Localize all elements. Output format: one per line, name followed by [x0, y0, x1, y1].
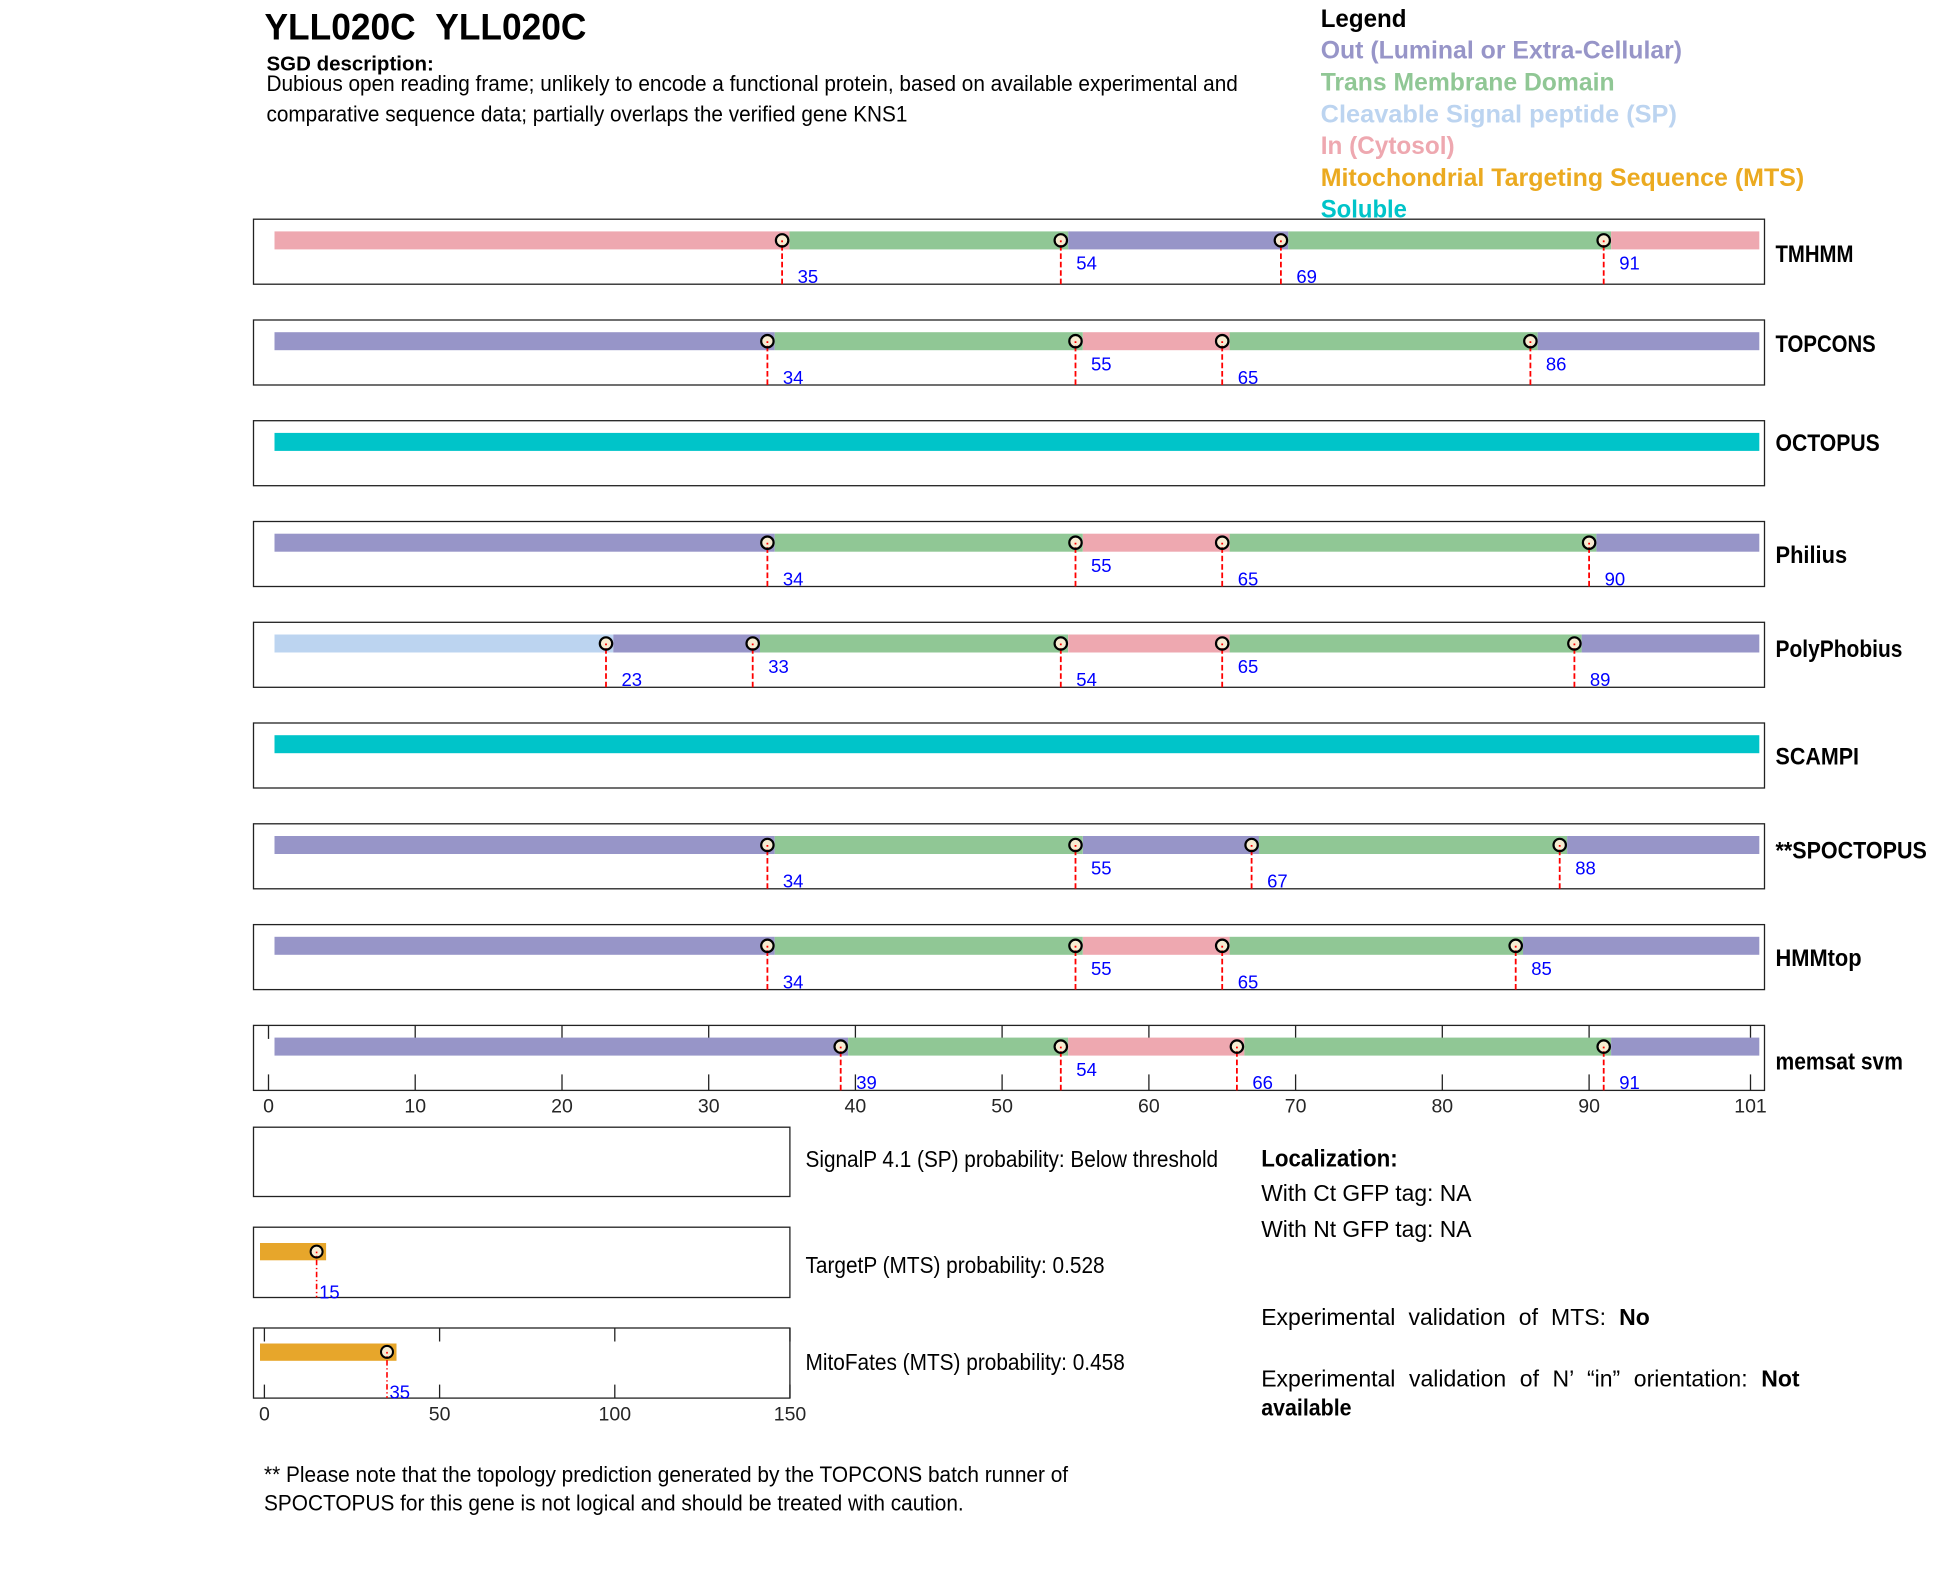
svg-text:100: 100: [599, 1403, 632, 1425]
svg-text:39: 39: [856, 1072, 877, 1093]
svg-text:80: 80: [1431, 1095, 1453, 1117]
svg-text:Out (Luminal or Extra-Cellular: Out (Luminal or Extra-Cellular): [1321, 37, 1682, 65]
svg-text:0: 0: [259, 1403, 270, 1425]
svg-text:34: 34: [783, 871, 804, 892]
svg-text:55: 55: [1091, 857, 1112, 878]
svg-text:86: 86: [1546, 354, 1567, 375]
svg-text:TOPCONS: TOPCONS: [1776, 331, 1876, 358]
svg-text:70: 70: [1285, 1095, 1307, 1117]
svg-text:SPOCTOPUS for this gene is not: SPOCTOPUS for this gene is not logical a…: [264, 1490, 964, 1515]
svg-text:Trans Membrane Domain: Trans Membrane Domain: [1321, 69, 1615, 97]
svg-text:55: 55: [1091, 555, 1112, 576]
svg-text:67: 67: [1267, 871, 1288, 892]
svg-text:54: 54: [1076, 253, 1097, 274]
svg-text:33: 33: [768, 656, 789, 677]
svg-text:65: 65: [1238, 971, 1259, 992]
svg-text:90: 90: [1605, 568, 1626, 589]
svg-text:90: 90: [1578, 1095, 1600, 1117]
svg-text:TMHMM: TMHMM: [1776, 241, 1854, 268]
svg-text:50: 50: [429, 1403, 451, 1425]
svg-text:35: 35: [390, 1382, 411, 1403]
svg-text:35: 35: [798, 266, 819, 287]
svg-text:SignalP 4.1 (SP) probability:: SignalP 4.1 (SP) probability: Below thre…: [806, 1146, 1219, 1172]
svg-text:SCAMPI: SCAMPI: [1776, 744, 1860, 771]
svg-text:Experimental validation of MTS: Experimental validation of MTS: No: [1261, 1304, 1650, 1330]
svg-text:88: 88: [1575, 857, 1596, 878]
svg-text:Cleavable Signal peptide (SP): Cleavable Signal peptide (SP): [1321, 100, 1677, 128]
svg-text:34: 34: [783, 568, 804, 589]
svg-text:91: 91: [1619, 1072, 1640, 1093]
svg-text:34: 34: [783, 367, 804, 388]
svg-text:HMMtop: HMMtop: [1776, 945, 1862, 972]
svg-text:65: 65: [1238, 568, 1259, 589]
svg-text:Experimental validation of N’: Experimental validation of N’ “in” orien…: [1261, 1366, 1800, 1392]
svg-text:Legend: Legend: [1321, 5, 1407, 33]
svg-text:Localization:: Localization:: [1261, 1146, 1398, 1173]
svg-text:150: 150: [774, 1403, 807, 1425]
svg-text:85: 85: [1531, 958, 1552, 979]
svg-text:20: 20: [551, 1095, 573, 1117]
svg-text:65: 65: [1238, 367, 1259, 388]
svg-text:SGD description:: SGD description:: [267, 53, 434, 76]
svg-text:91: 91: [1619, 253, 1640, 274]
svg-text:15: 15: [319, 1282, 340, 1303]
svg-text:23: 23: [622, 669, 643, 690]
svg-text:Philius: Philius: [1776, 542, 1848, 569]
svg-text:0: 0: [263, 1095, 274, 1117]
svg-text:101: 101: [1734, 1095, 1767, 1117]
svg-text:65: 65: [1238, 656, 1259, 677]
svg-text:34: 34: [783, 971, 804, 992]
svg-text:OCTOPUS: OCTOPUS: [1776, 430, 1880, 457]
svg-text:10: 10: [404, 1095, 426, 1117]
svg-text:40: 40: [845, 1095, 867, 1117]
svg-text:50: 50: [991, 1095, 1013, 1117]
svg-text:available: available: [1261, 1394, 1351, 1420]
svg-text:54: 54: [1076, 1059, 1097, 1080]
svg-text:PolyPhobius: PolyPhobius: [1776, 636, 1903, 663]
svg-text:With Ct GFP tag: NA: With Ct GFP tag: NA: [1261, 1180, 1472, 1206]
svg-text:30: 30: [698, 1095, 720, 1117]
svg-text:memsat svm: memsat svm: [1776, 1049, 1903, 1076]
svg-text:89: 89: [1590, 669, 1611, 690]
svg-text:54: 54: [1076, 669, 1097, 690]
svg-text:YLL020C YLL020C: YLL020C YLL020C: [265, 6, 587, 47]
svg-text:55: 55: [1091, 354, 1112, 375]
svg-text:**SPOCTOPUS: **SPOCTOPUS: [1776, 837, 1927, 864]
svg-text:comparative sequence data; par: comparative sequence data; partially ove…: [267, 102, 908, 127]
svg-text:** Please note that the topolo: ** Please note that the topology predict…: [264, 1462, 1069, 1487]
svg-text:55: 55: [1091, 958, 1112, 979]
svg-text:MitoFates (MTS) probability: 0: MitoFates (MTS) probability: 0.458: [806, 1349, 1125, 1375]
svg-text:TargetP (MTS) probability: 0.5: TargetP (MTS) probability: 0.528: [806, 1252, 1105, 1278]
svg-text:69: 69: [1296, 266, 1317, 287]
svg-text:66: 66: [1252, 1072, 1273, 1093]
svg-text:With Nt GFP tag: NA: With Nt GFP tag: NA: [1261, 1216, 1472, 1242]
svg-text:In (Cytosol): In (Cytosol): [1321, 132, 1455, 160]
svg-text:60: 60: [1138, 1095, 1160, 1117]
svg-text:Mitochondrial Targeting Sequen: Mitochondrial Targeting Sequence (MTS): [1321, 164, 1805, 192]
svg-text:Dubious open reading frame; un: Dubious open reading frame; unlikely to …: [267, 71, 1238, 96]
